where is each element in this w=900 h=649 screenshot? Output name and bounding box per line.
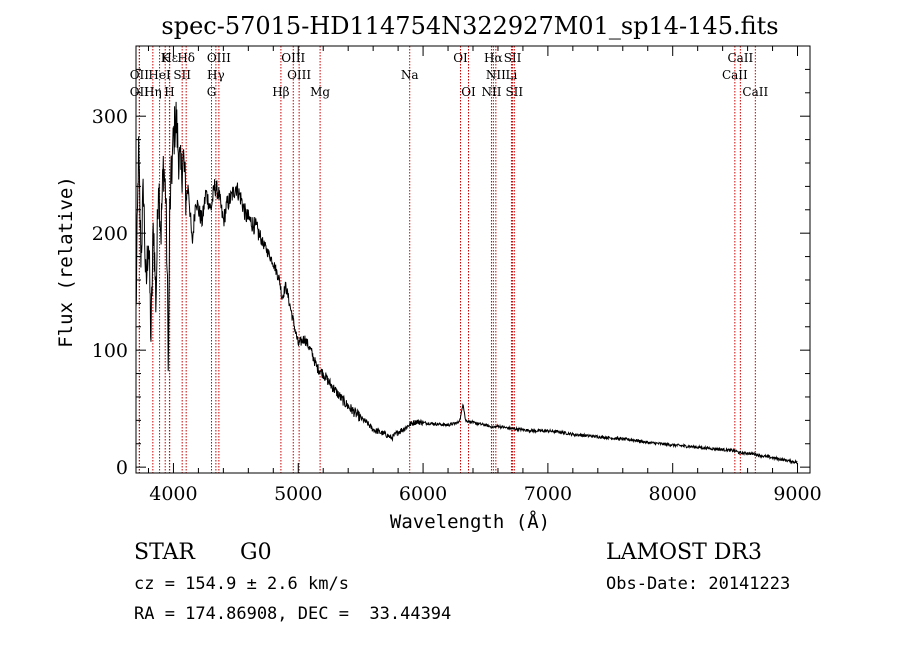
x-tick-label: 9000 (773, 483, 821, 505)
y-tick-label: 100 (92, 340, 128, 362)
survey-name: LAMOST DR3 (606, 540, 762, 565)
line-marker-label: Hβ (272, 85, 289, 99)
object-class: STAR (134, 540, 196, 565)
line-marker-label: Mg (310, 85, 330, 99)
line-marker-label: Hγ (207, 68, 225, 82)
line-marker-label: CaII (727, 51, 753, 65)
x-tick-label: 4000 (149, 483, 197, 505)
line-marker-label: Na (401, 68, 419, 82)
y-tick-label: 200 (92, 223, 128, 245)
y-axis-ticks: 0 100 200 300 (92, 68, 810, 479)
line-marker-label: OIII (207, 51, 231, 65)
line-marker-label: Hη (144, 85, 162, 99)
x-axis-label: Wavelength (Å) (390, 510, 550, 533)
line-marker-label: OII (130, 85, 150, 99)
obs-date-text: Obs-Date: 20141223 (606, 574, 790, 594)
line-marker-label: G (207, 85, 217, 99)
line-markers (138, 46, 756, 473)
line-marker-label: SII (173, 68, 191, 82)
chart-title: spec-57015-HD114754N322927M01_sp14-145.f… (161, 12, 778, 40)
line-marker-label: SII (504, 51, 522, 65)
spectrum-line (135, 101, 798, 465)
line-marker-label: OII (130, 68, 150, 82)
line-marker-label: K (161, 51, 171, 65)
coordinates-text: RA = 174.86908, DEC = 33.44394 (134, 604, 451, 624)
x-tick-label: 7000 (524, 483, 572, 505)
object-subclass: G0 (240, 540, 272, 565)
line-marker-label: Hε (161, 51, 178, 65)
line-marker-label: OI (453, 51, 468, 65)
y-tick-label: 300 (92, 106, 128, 128)
x-tick-label: 6000 (399, 483, 447, 505)
redshift-text: cz = 154.9 ± 2.6 km/s (134, 574, 349, 594)
line-marker-label: OI (461, 85, 476, 99)
plot-frame (135, 45, 811, 474)
line-marker-label: H (164, 85, 174, 99)
line-marker-label: NII (486, 68, 506, 82)
line-marker-label: Hδ (177, 51, 195, 65)
line-marker-label: CaII (722, 68, 748, 82)
line-marker-label: NII (481, 85, 501, 99)
x-axis-ticks: 4000 5000 6000 7000 8000 9000 (147, 46, 822, 505)
x-tick-label: 8000 (649, 483, 697, 505)
y-tick-label: 0 (116, 457, 128, 479)
line-marker-label: Li (506, 68, 518, 82)
line-marker-label: SII (505, 85, 523, 99)
line-marker-label: OIII (287, 68, 311, 82)
line-marker-label: Hα (484, 51, 503, 65)
x-tick-label: 5000 (274, 483, 322, 505)
y-axis-label: Flux (relative) (55, 176, 77, 348)
line-marker-label: CaII (742, 85, 768, 99)
line-marker-label: HeI (148, 68, 171, 82)
line-marker-label: OIII (281, 51, 305, 65)
